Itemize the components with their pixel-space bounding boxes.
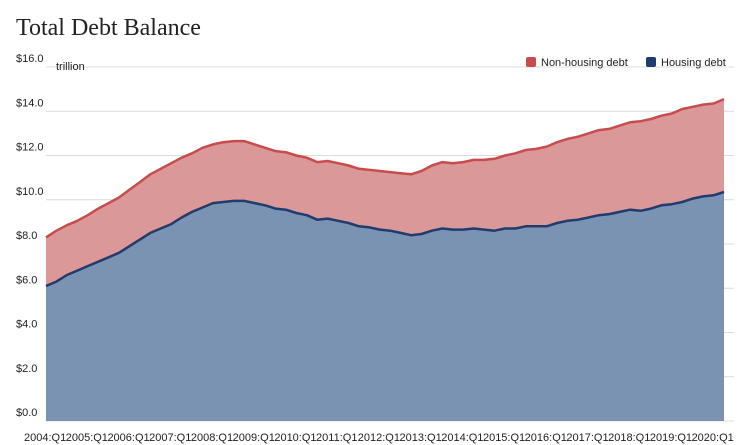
x-tick-label: 2007:Q1 [149,432,191,444]
x-tick-label: 2019:Q1 [650,432,692,444]
x-axis-ticks: 2004:Q1 2005:Q1 2006:Q1 2007:Q1 2008:Q1 2009:… [24,432,734,444]
housing-debt-area [46,192,724,421]
plot-areas [46,99,724,421]
legend-label-non-housing: Non-housing debt [541,57,628,69]
x-tick-label: 2005:Q1 [66,432,108,444]
x-tick-label: 2012:Q1 [358,432,400,444]
non-housing-debt-area [46,99,724,286]
x-tick-label: 2016:Q1 [525,432,567,444]
housing-debt-line [45,190,725,288]
x-tick-label: 2014:Q1 [441,432,483,444]
x-tick-label: 2020:Q1 [692,432,734,444]
x-tick-label: 2006:Q1 [107,432,149,444]
y-tick-label: $8.0 [16,230,37,242]
non-housing-debt-line [45,97,725,239]
legend-label-housing: Housing debt [661,57,726,69]
legend: Non-housing debt Housing debt [526,57,726,69]
y-tick-label: $14.0 [16,97,44,109]
y-tick-label: $2.0 [16,363,37,375]
y-tick-label: $12.0 [16,142,44,154]
plot-lines [45,97,725,288]
x-tick-label: 2017:Q1 [566,432,608,444]
y-axis-ticks: $0.0 $2.0 $4.0 $6.0 $8.0 $10.0 $12.0 $14.0 $16.0 [16,53,44,419]
x-tick-label: 2015:Q1 [483,432,525,444]
y-axis-unit-label: trillion [56,61,85,73]
y-tick-label: $0.0 [16,407,37,419]
legend-swatch-non-housing [526,57,536,67]
legend-swatch-housing [646,57,656,67]
x-tick-label: 2009:Q1 [233,432,275,444]
x-tick-label: 2010:Q1 [274,432,316,444]
x-tick-label: 2011:Q1 [316,432,357,444]
x-tick-label: 2018:Q1 [608,432,650,444]
y-tick-label: $6.0 [16,274,37,286]
y-tick-label: $4.0 [16,319,37,331]
x-tick-label: 2013:Q1 [400,432,442,444]
chart-title: Total Debt Balance [16,15,201,41]
y-tick-label: $10.0 [16,186,44,198]
x-tick-label: 2004:Q1 [24,432,66,444]
x-tick-label: 2008:Q1 [191,432,233,444]
y-tick-label: $16.0 [16,53,44,65]
